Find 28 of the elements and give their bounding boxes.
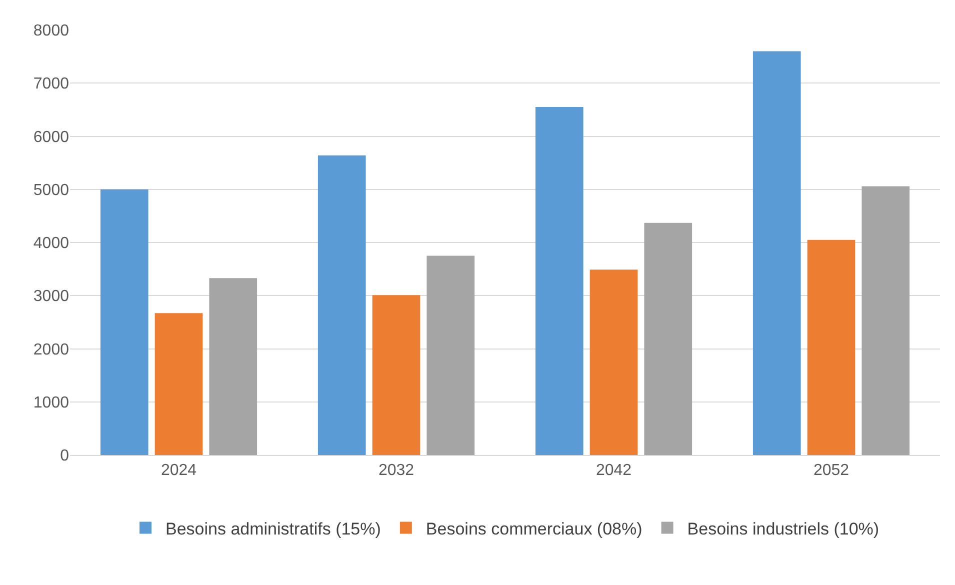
y-tick-label: 3000 [33, 288, 70, 306]
bar [862, 186, 910, 455]
y-tick-label: 2000 [33, 341, 70, 358]
bar [318, 155, 366, 455]
legend-label: Besoins commerciaux (08%) [426, 519, 642, 538]
y-tick-label: 8000 [33, 22, 70, 40]
bar [752, 51, 801, 455]
y-tick-label: 4000 [33, 235, 70, 252]
y-tick-label: 5000 [33, 182, 70, 199]
bar [535, 107, 584, 455]
x-tick-label: 2042 [596, 462, 632, 480]
bar [644, 222, 692, 455]
bar [100, 189, 148, 455]
y-tick-label: 6000 [33, 128, 70, 146]
bar [426, 256, 475, 455]
bar [154, 313, 203, 455]
bar [590, 270, 638, 455]
legend-label: Besoins administratifs (15%) [166, 519, 381, 538]
y-tick-label: 0 [60, 448, 70, 465]
bar [372, 295, 420, 455]
legend-label: Besoins industriels (10%) [687, 519, 880, 538]
bar [807, 240, 856, 455]
x-tick-label: 2024 [160, 462, 197, 480]
bar [209, 278, 258, 455]
x-tick-label: 2032 [378, 462, 414, 480]
y-tick-label: 7000 [33, 76, 70, 93]
y-tick-label: 1000 [33, 394, 70, 412]
x-tick-label: 2052 [813, 462, 850, 480]
